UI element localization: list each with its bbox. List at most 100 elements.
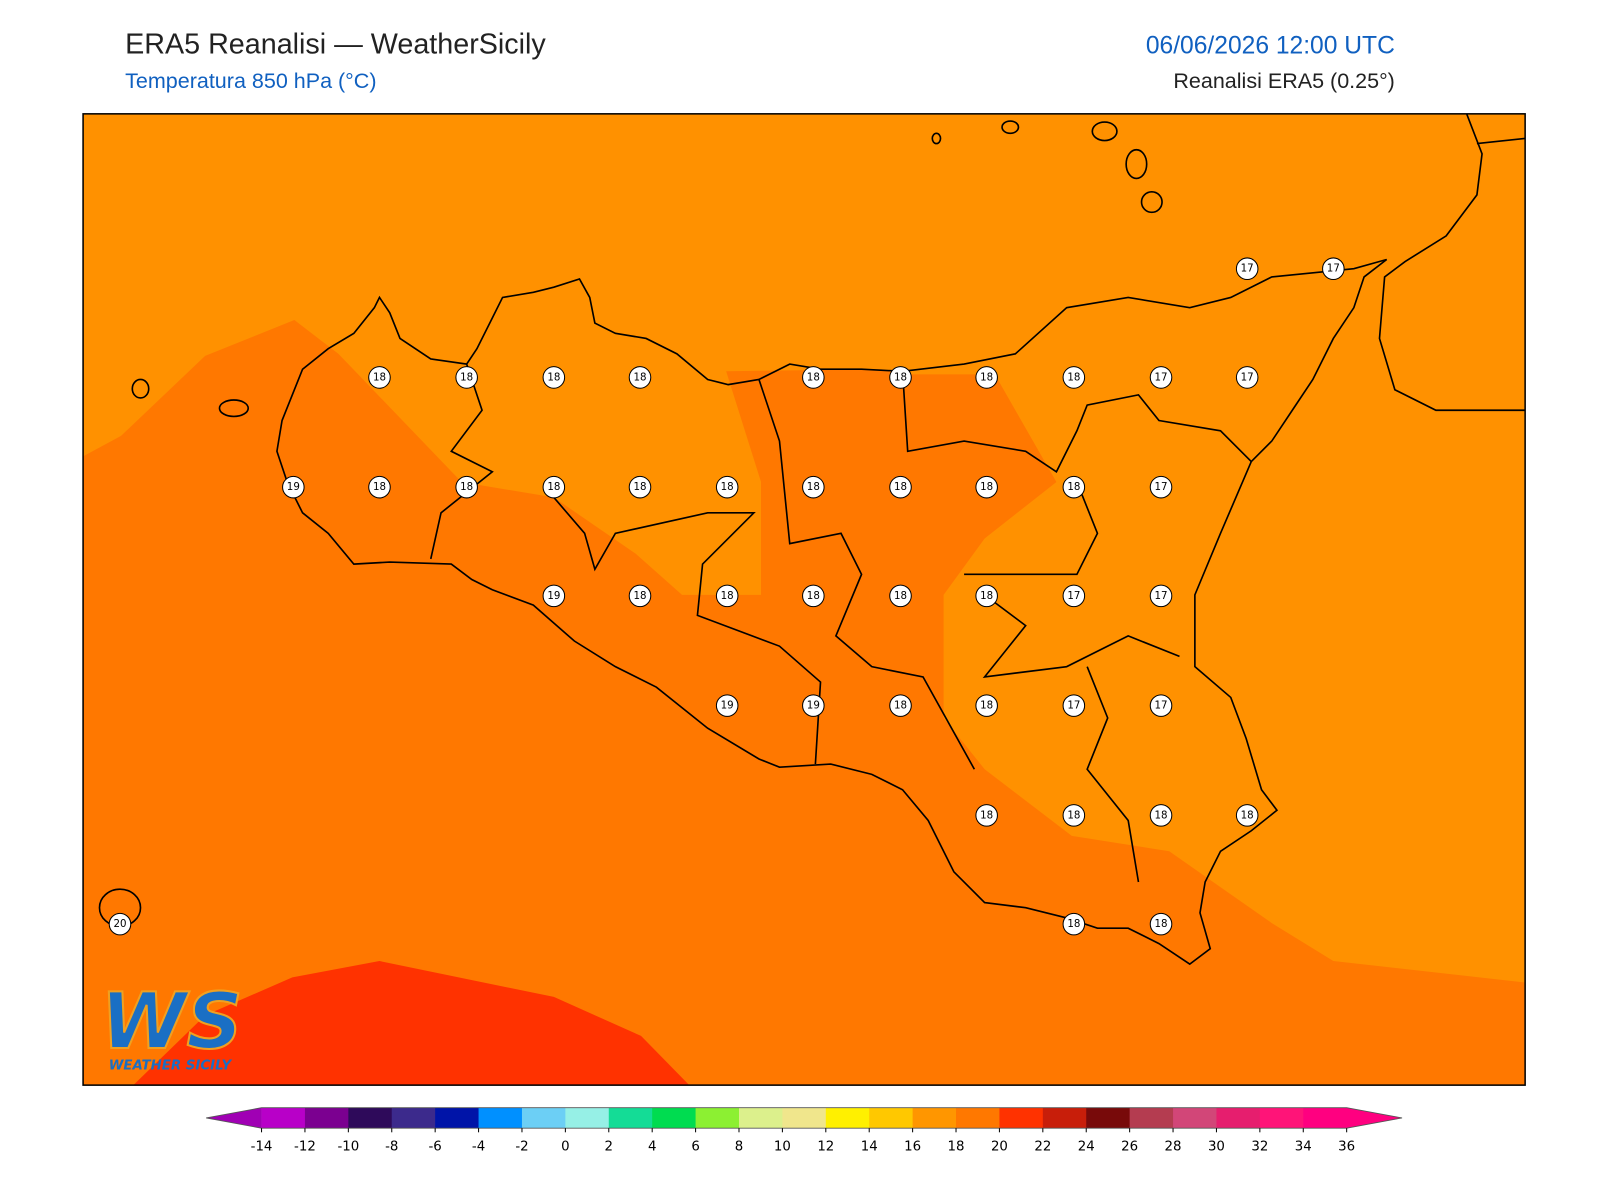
colorbar-tick-label: 0 <box>561 1140 569 1155</box>
colorbar-over <box>1346 1107 1403 1129</box>
colorbar-swatch <box>565 1107 610 1129</box>
colorbar-swatch <box>869 1107 914 1129</box>
point: 19 <box>802 694 825 717</box>
colorbar: -14 -12 -10 -8 -6 -4 -2 0 2 4 6 8 10 12 14 16 18 20 22 24 26… <box>206 1107 1403 1155</box>
point: 18 <box>542 366 566 389</box>
point-marker <box>889 584 912 608</box>
map-frame <box>82 113 1526 1086</box>
point-marker <box>889 366 912 389</box>
colorbar-tick-label: -14 <box>251 1140 273 1155</box>
point-marker <box>802 366 825 389</box>
point: 18 <box>975 475 998 499</box>
point-marker <box>1149 804 1173 827</box>
colorbar-tick-label: -12 <box>294 1140 316 1155</box>
island <box>131 378 150 399</box>
colorbar-swatch <box>391 1107 436 1129</box>
point-marker <box>455 366 478 389</box>
logo-mark: WS <box>101 977 243 1067</box>
point: 18 <box>802 366 825 389</box>
point-value: 19 <box>807 700 820 712</box>
point: 17 <box>1149 584 1173 608</box>
colorbar-tick-label: -10 <box>337 1140 359 1155</box>
point: 18 <box>628 475 652 499</box>
colorbar-swatch <box>1216 1107 1261 1129</box>
point: 18 <box>1149 804 1173 827</box>
point: 18 <box>1062 475 1086 499</box>
point: 18 <box>975 804 998 827</box>
point-marker <box>889 475 912 499</box>
calabria-coast <box>1378 113 1526 412</box>
colorbar-tick-label: 4 <box>648 1140 656 1155</box>
logo: WS WEATHER SICILY <box>99 976 243 1074</box>
title: ERA5 Reanalisi — WeatherSicily <box>125 28 546 60</box>
colorbar-tick-label: 34 <box>1295 1140 1312 1155</box>
colorbar-tick-label: 16 <box>904 1140 921 1155</box>
point-marker <box>1149 366 1173 389</box>
point-marker <box>1149 912 1173 936</box>
colorbar-swatch <box>1129 1107 1174 1129</box>
point-marker <box>542 366 566 389</box>
point: 18 <box>889 475 912 499</box>
colorbar-swatch <box>1259 1107 1304 1129</box>
point-marker <box>1062 366 1086 389</box>
coastline <box>98 113 1526 966</box>
point: 17 <box>1149 366 1173 389</box>
colorbar-swatch <box>738 1107 783 1129</box>
point-marker <box>975 584 998 608</box>
point-value: 17 <box>1241 371 1254 383</box>
logo-text: WEATHER SICILY <box>109 1059 233 1074</box>
colorbar-swatch <box>652 1107 697 1129</box>
point-marker <box>368 475 391 499</box>
point-marker <box>715 584 739 608</box>
colorbar-swatch <box>348 1107 393 1129</box>
point-value: 18 <box>460 481 473 493</box>
point-value: 18 <box>1241 809 1254 821</box>
point: 19 <box>542 584 566 608</box>
point-value: 19 <box>721 700 734 712</box>
point: 18 <box>1062 912 1086 936</box>
point-value: 18 <box>980 371 993 383</box>
colorbar-swatch <box>261 1107 306 1129</box>
point-value: 18 <box>633 590 646 602</box>
colorbar-swatch <box>521 1107 566 1129</box>
colorbar-swatch <box>999 1107 1044 1129</box>
point: 18 <box>715 584 739 608</box>
colorbar-tick-label: 18 <box>948 1140 965 1155</box>
point-value: 18 <box>1155 918 1168 930</box>
point-value: 18 <box>373 371 386 383</box>
point-marker <box>1149 694 1173 717</box>
point: 18 <box>802 584 825 608</box>
point: 18 <box>542 475 566 499</box>
point-value: 17 <box>1155 481 1168 493</box>
point-marker <box>1062 804 1086 827</box>
point-marker <box>1235 366 1259 389</box>
source: Reanalisi ERA5 (0.25°) <box>1173 69 1394 93</box>
point-value: 18 <box>807 371 820 383</box>
point-value: 18 <box>721 590 734 602</box>
point: 17 <box>1322 257 1345 280</box>
colorbar-swatch <box>695 1107 740 1129</box>
point-value: 18 <box>807 590 820 602</box>
point: 18 <box>1062 366 1086 389</box>
point-value: 18 <box>894 481 907 493</box>
point-marker <box>455 475 478 499</box>
island <box>1091 121 1118 142</box>
colorbar-tick-label: 30 <box>1208 1140 1225 1155</box>
point-marker <box>628 584 652 608</box>
point-value: 18 <box>460 371 473 383</box>
colorbar-tick-label: 14 <box>861 1140 878 1155</box>
point-value: 18 <box>721 481 734 493</box>
colorbar-tick-label: 26 <box>1121 1140 1138 1155</box>
colorbar-tick-label: 36 <box>1338 1140 1355 1155</box>
island <box>1001 120 1020 135</box>
point: 18 <box>975 366 998 389</box>
temp-band <box>133 961 690 1086</box>
point: 18 <box>889 584 912 608</box>
colorbar-under <box>206 1107 262 1129</box>
colorbar-tick-label: 2 <box>605 1140 613 1155</box>
point-value: 18 <box>980 700 993 712</box>
point: 18 <box>368 475 391 499</box>
point-marker <box>715 475 739 499</box>
point: 18 <box>975 694 998 717</box>
colorbar-swatch <box>478 1107 523 1129</box>
